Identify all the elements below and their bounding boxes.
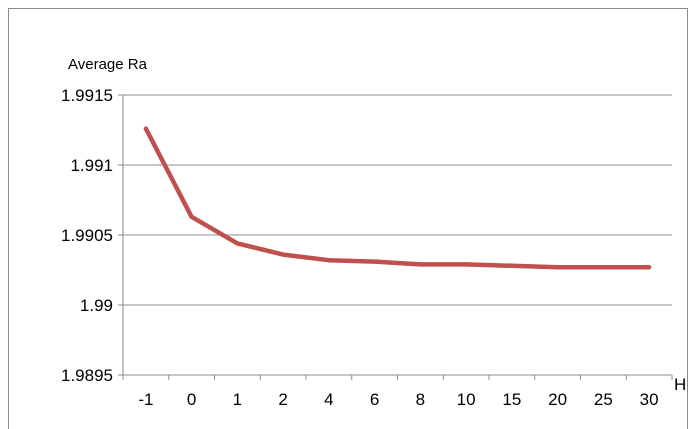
y-tick-label: 1.991 [70,156,113,175]
x-tick-label: -1 [138,390,153,409]
x-tick-label: 20 [548,390,567,409]
y-tick-label: 1.9905 [61,226,113,245]
x-tick-label: 0 [187,390,196,409]
y-tick-labels: 1.9895 1.99 1.9905 1.991 1.9915 [61,86,113,385]
gridlines [118,94,672,376]
x-tick-label: 8 [416,390,425,409]
x-tick-label: 25 [594,390,613,409]
chart-frame [8,8,688,429]
x-tick-label: 4 [324,390,333,409]
series-group [143,126,652,270]
x-tick-label: 10 [457,390,476,409]
x-tick-label: 15 [502,390,521,409]
y-axis-title: Average Ra [68,56,148,73]
x-tick-label: 30 [640,390,659,409]
y-tick-label: 1.9895 [61,366,113,385]
y-tick-label: 1.9915 [61,86,113,105]
y-tick-label: 1.99 [80,296,113,315]
x-tick-label: 1 [233,390,242,409]
x-tick-label: 2 [278,390,287,409]
series-line [143,126,652,270]
x-tick-labels: -1 0 1 2 4 6 8 10 15 20 25 30 [122,375,673,409]
x-tick-label: 6 [370,390,379,409]
x-axis-title: H [674,375,686,394]
